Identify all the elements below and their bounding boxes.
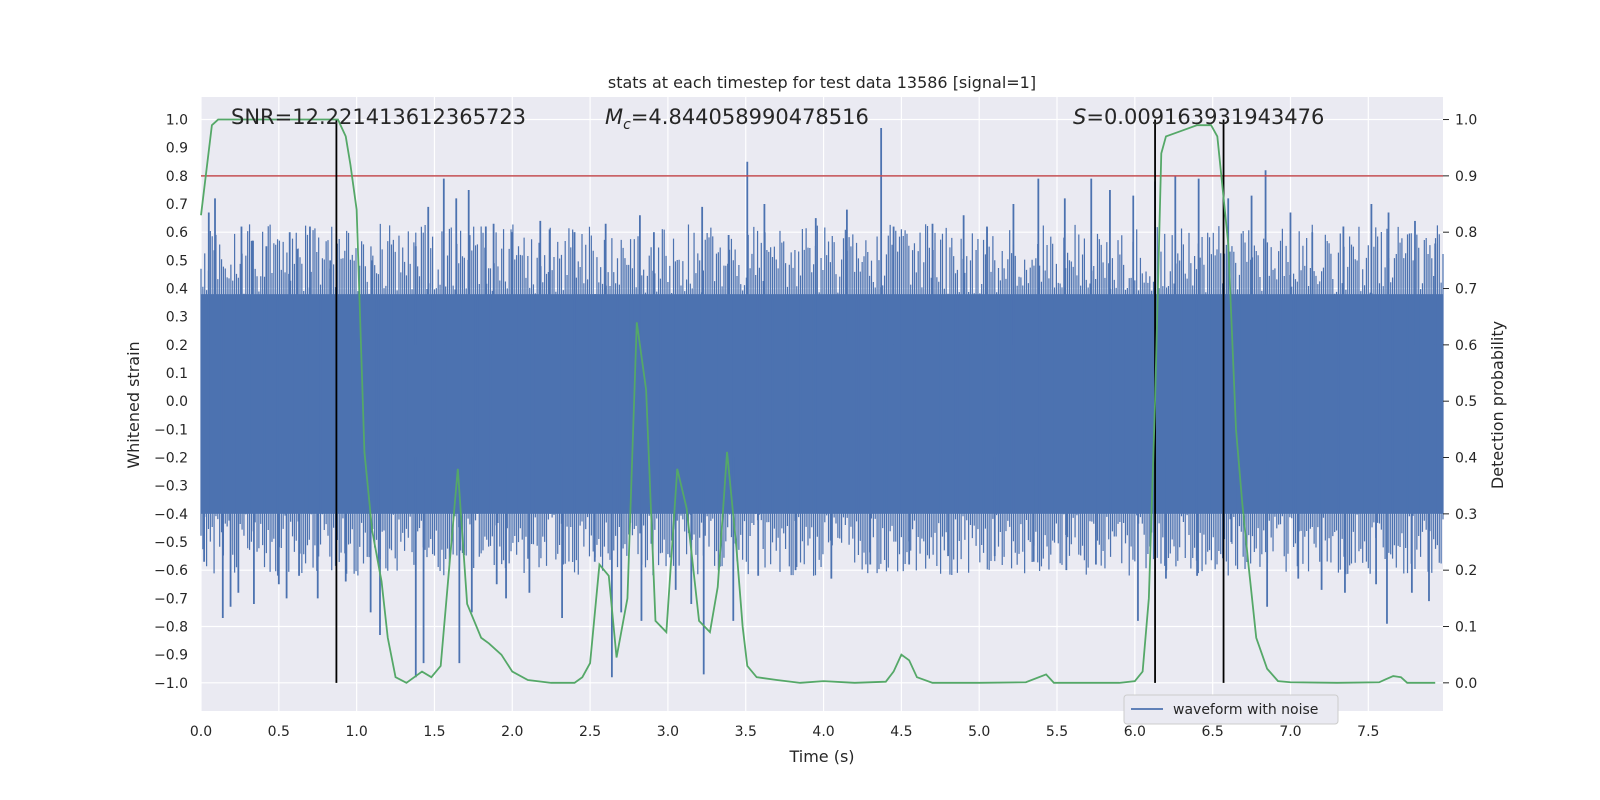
x-tick-label: 4.0 [812, 724, 834, 740]
x-tick-label: 2.0 [501, 724, 523, 740]
y2-tick-label: 0.8 [1455, 225, 1477, 241]
y-tick-label: −0.9 [154, 648, 188, 664]
chirp-mass-subscript: c [623, 117, 631, 133]
x-tick-label: 7.0 [1279, 724, 1301, 740]
y-tick-label: 0.7 [166, 197, 188, 213]
y-tick-label: 0.2 [166, 338, 188, 354]
legend-label: waveform with noise [1173, 702, 1318, 718]
x-tick-label: 2.5 [579, 724, 601, 740]
y-tick-label: 0.4 [166, 282, 188, 298]
y-tick-label: −0.7 [154, 591, 188, 607]
chirp-mass-value: =4.844058990478516 [631, 105, 869, 129]
x-tick-label: 7.5 [1357, 724, 1379, 740]
chirp-mass-symbol: M [605, 105, 623, 129]
x-tick-label: 6.5 [1202, 724, 1224, 740]
chirp-mass-annotation: Mc=4.844058990478516 [605, 105, 869, 133]
y2-tick-label: 0.0 [1455, 676, 1477, 692]
y-tick-label: −0.3 [154, 479, 188, 495]
x-tick-label: 0.5 [268, 724, 290, 740]
x-tick-label: 4.5 [890, 724, 912, 740]
y-tick-label: −0.8 [154, 620, 188, 636]
y-tick-label: −0.5 [154, 535, 188, 551]
y-tick-label: −0.6 [154, 563, 188, 579]
s-annotation: S=0.009163931943476 [1073, 105, 1324, 129]
s-value: =0.009163931943476 [1086, 105, 1324, 129]
y-tick-label: 0.6 [166, 225, 188, 241]
y2-tick-label: 0.9 [1455, 169, 1477, 185]
legend-box [1123, 694, 1339, 725]
y2-tick-label: 1.0 [1455, 113, 1477, 129]
y-tick-label: 0.8 [166, 169, 188, 185]
y-tick-label: 0.1 [166, 366, 188, 382]
y2-axis-label: Detection probability [1488, 321, 1507, 489]
y-tick-label: 1.0 [166, 113, 188, 129]
x-tick-label: 1.5 [423, 724, 445, 740]
snr-annotation: SNR=12.221413612365723 [231, 105, 526, 129]
x-tick-label: 3.5 [735, 724, 757, 740]
detection-probability-line [200, 118, 1436, 684]
x-tick-label: 6.0 [1124, 724, 1146, 740]
x-axis-ticks: 0.0 0.5 1.0 1.5 2.0 2.5 3.0 3.5 4.0 4.5 5.0 5.5 6.0 6… [190, 724, 1380, 740]
x-tick-label: 1.0 [346, 724, 368, 740]
y2-tick-label: 0.4 [1455, 451, 1477, 467]
x-tick-label: 5.0 [968, 724, 990, 740]
y-tick-label: −0.1 [154, 422, 188, 438]
y-tick-label: −1.0 [154, 676, 188, 692]
y2-tick-label: 0.3 [1455, 507, 1477, 523]
y-tick-label: 0.9 [166, 141, 188, 157]
y-tick-label: 0.5 [166, 253, 188, 269]
left-axis-ticks: 1.0 0.9 0.8 0.7 0.6 0.5 0.4 0.3 0.2 0.1 0.0 −0.1 −0.… [154, 113, 188, 692]
y2-tick-label: 0.6 [1455, 338, 1477, 354]
probability-series [200, 118, 1443, 684]
chart-title: stats at each timestep for test data 135… [608, 73, 1036, 92]
x-tick-label: 5.5 [1046, 724, 1068, 740]
y-tick-label: 0.3 [166, 310, 188, 326]
y2-tick-label: 0.2 [1455, 563, 1477, 579]
x-axis-label: Time (s) [788, 747, 854, 766]
y-tick-label: −0.4 [154, 507, 188, 523]
y2-tick-label: 0.7 [1455, 282, 1477, 298]
y-tick-label: 0.0 [166, 394, 188, 410]
y2-tick-label: 0.5 [1455, 394, 1477, 410]
right-axis-ticks: 1.0 0.9 0.8 0.7 0.6 0.5 0.4 0.3 0.2 0.1 0.0 [1443, 113, 1477, 692]
x-tick-label: 3.0 [657, 724, 679, 740]
x-tick-label: 0.0 [190, 724, 212, 740]
legend: waveform with noise [1123, 694, 1339, 725]
s-symbol: S [1073, 105, 1086, 129]
waveform-series [200, 127, 1444, 678]
y2-tick-label: 0.1 [1455, 620, 1477, 636]
y-axis-label: Whitened strain [124, 341, 143, 468]
y-tick-label: −0.2 [154, 451, 188, 467]
